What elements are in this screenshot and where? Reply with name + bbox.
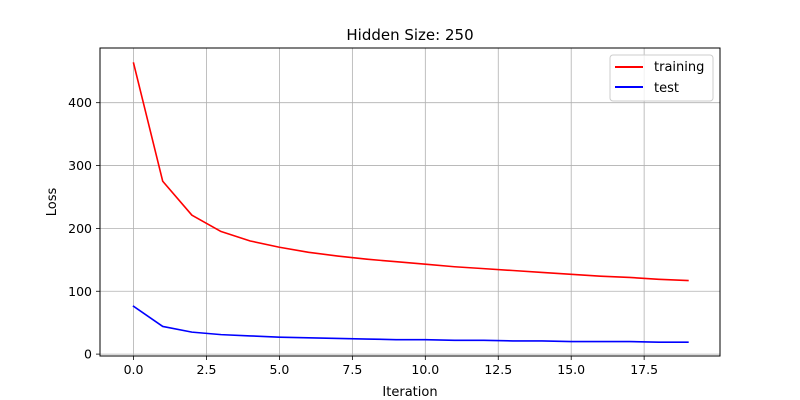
y-axis-label: Loss [45,188,60,217]
x-tick-label: 2.5 [197,362,217,377]
legend-label-training: training [654,60,704,75]
x-tick-label: 0.0 [124,362,144,377]
x-tick-label: 17.5 [630,362,658,377]
y-tick-label: 400 [68,95,92,110]
legend: training test [609,54,714,102]
legend-label-test: test [654,81,679,96]
chart-title: Hidden Size: 250 [346,26,473,44]
x-tick-label: 7.5 [342,362,362,377]
x-tick-label: 12.5 [484,362,512,377]
y-tick-label: 300 [68,158,92,173]
x-axis-label: Iteration [382,385,437,400]
x-tick-label: 10.0 [411,362,439,377]
series-line-test [132,305,689,343]
y-tick-label: 200 [68,221,92,236]
series-line-training [132,62,689,282]
series-lines [132,62,689,343]
y-tick-label: 100 [68,284,92,299]
plot-frame [99,47,721,357]
x-tick-label: 15.0 [557,362,585,377]
x-tick-label: 5.0 [269,362,289,377]
y-tick-label: 0 [84,347,92,362]
axis-ticks: 0.0 2.5 5.0 7.5 10.0 12.5 15.0 17.5 0 100 200 300 40… [68,95,658,377]
